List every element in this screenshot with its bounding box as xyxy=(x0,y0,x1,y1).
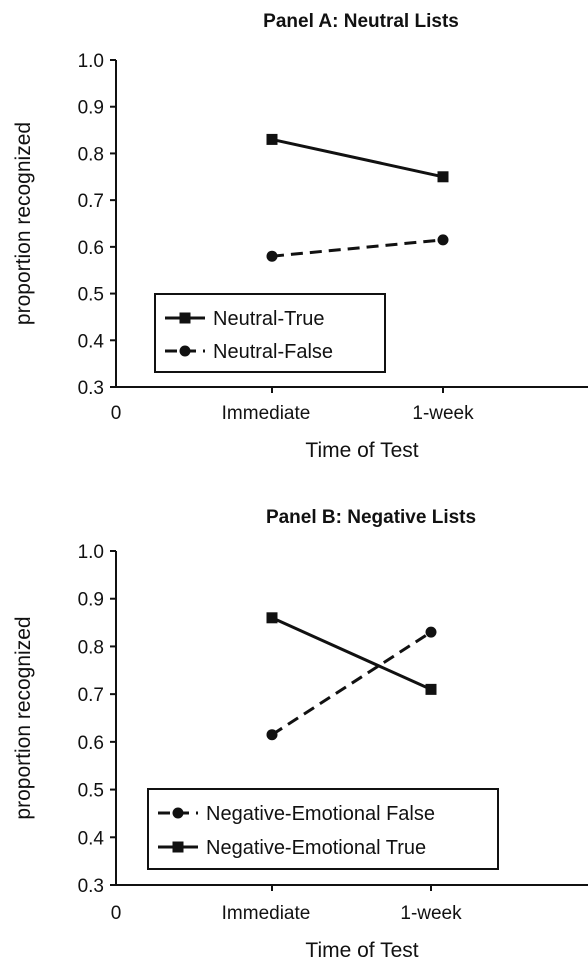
y-tick-label: 1.0 xyxy=(78,51,104,72)
y-tick-label: 0.6 xyxy=(78,733,104,754)
x-axis-label: Time of Test xyxy=(305,439,418,462)
y-tick-label: 0.3 xyxy=(78,876,104,897)
data-point-circle xyxy=(437,234,449,246)
legend-label: Negative-Emotional False xyxy=(206,803,435,825)
series-line xyxy=(271,616,432,691)
legend-label: Neutral-True xyxy=(213,308,325,330)
y-tick-label: 0.7 xyxy=(78,191,104,212)
legend: Negative-Emotional False Negative-Emotion… xyxy=(147,788,499,870)
data-point-circle xyxy=(425,626,437,638)
y-axis-label: proportion recognized xyxy=(12,122,35,325)
y-tick-label: 0.4 xyxy=(78,331,105,352)
data-point-square xyxy=(437,171,449,183)
x-axis-label: Time of Test xyxy=(305,939,418,960)
series-negative-emotional-true xyxy=(266,612,437,695)
y-tick-label: 1.0 xyxy=(78,542,104,563)
data-point-circle xyxy=(266,250,278,262)
y-tick-label: 0.5 xyxy=(78,781,104,802)
x-category-label: 1-week xyxy=(412,403,474,424)
data-point-square xyxy=(266,612,278,624)
chart-panel-b: Panel B: Negative Lists 0.3 0.4 0.5 0.6 0.7 0.… xyxy=(12,507,588,960)
y-tick-label: 0.8 xyxy=(78,637,104,658)
y-axis-label: proportion recognized xyxy=(12,616,35,819)
y-tick-label: 0.5 xyxy=(78,285,104,306)
y-tick-label: 0.9 xyxy=(78,98,104,119)
y-tick-label: 0.7 xyxy=(78,685,104,706)
data-point-square xyxy=(266,133,278,145)
chart-title: Panel A: Neutral Lists xyxy=(263,11,459,32)
y-tick-label: 0.4 xyxy=(78,828,105,849)
y-tick-label: 0.9 xyxy=(78,590,104,611)
data-point-square xyxy=(425,683,437,695)
series-line xyxy=(271,630,432,736)
legend-box xyxy=(154,293,386,373)
legend-label: Neutral-False xyxy=(213,341,333,363)
chart-title: Panel B: Negative Lists xyxy=(266,507,476,528)
legend-box xyxy=(147,788,499,870)
series-neutral-true xyxy=(266,133,449,183)
series-line xyxy=(271,238,444,258)
legend-marker-square xyxy=(172,841,184,853)
legend-marker-circle xyxy=(179,345,191,357)
x-category-label: Immediate xyxy=(222,403,311,424)
legend: Neutral-True Neutral-False xyxy=(154,293,386,373)
x-category-label: Immediate xyxy=(222,903,311,924)
series-neutral-false xyxy=(266,234,449,262)
legend-marker-circle xyxy=(172,807,184,819)
chart-panel-a: Panel A: Neutral Lists 0.3 0.4 0.5 0.6 0.7 0.8… xyxy=(12,11,588,462)
x-zero-label: 0 xyxy=(111,403,122,424)
legend-marker-square xyxy=(179,312,191,324)
legend-label: Negative-Emotional True xyxy=(206,837,426,859)
y-tick-label: 0.6 xyxy=(78,238,104,259)
data-point-circle xyxy=(266,729,278,741)
series-negative-emotional-false xyxy=(266,626,437,741)
x-category-label: 1-week xyxy=(400,903,462,924)
y-tick-label: 0.8 xyxy=(78,144,104,165)
y-tick-label: 0.3 xyxy=(78,378,104,399)
x-zero-label: 0 xyxy=(111,903,122,924)
series-line xyxy=(271,137,444,179)
